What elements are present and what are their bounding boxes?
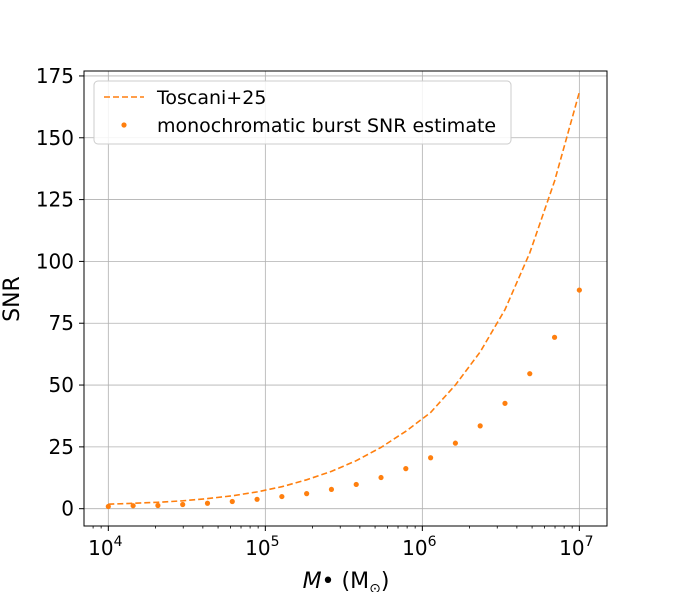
data-point [551, 334, 558, 340]
legend-box [93, 80, 512, 145]
x-tick-label: 106 [402, 534, 436, 560]
data-point [527, 371, 533, 377]
data-point [180, 501, 186, 508]
x-tick-label: 104 [88, 534, 122, 560]
y-tick-label: 125 [36, 188, 74, 212]
data-point [279, 493, 285, 500]
data-point [477, 423, 483, 429]
x-axis-label: M• (M⊙) [303, 569, 390, 592]
series-line-0 [108, 91, 581, 505]
data-point [254, 496, 260, 502]
data-point [502, 400, 508, 406]
legend-label-toscani: Toscani+25 [156, 87, 266, 109]
data-point [130, 503, 136, 509]
legend: Toscani+25 monochromatic burst SNR estim… [93, 80, 512, 145]
data-point [155, 502, 161, 509]
y-tick-label: 50 [49, 373, 74, 397]
data-point [328, 486, 335, 493]
data-point [105, 503, 111, 510]
y-tick-label: 150 [36, 126, 74, 150]
x-tick-label: 107 [559, 534, 593, 560]
legend-marker-sample [121, 122, 127, 128]
y-tick-label: 25 [49, 435, 74, 459]
plot-frame [83, 70, 608, 527]
y-tick-label: 0 [61, 497, 74, 521]
data-point [378, 474, 384, 481]
data-point [403, 466, 409, 472]
y-axis-label: SNR [0, 276, 25, 322]
axis-ticks: 0 25 50 75 100 125 150 175 104 105 106 107 [36, 64, 594, 560]
data-point [353, 481, 359, 488]
data-point [428, 455, 434, 461]
y-tick-label: 75 [49, 311, 74, 335]
plot-series [105, 91, 582, 510]
data-point [229, 498, 235, 505]
data-point [576, 287, 582, 293]
data-point [204, 500, 211, 506]
x-tick-label: 105 [245, 534, 279, 560]
y-tick-label: 100 [36, 249, 74, 273]
legend-label-burst: monochromatic burst SNR estimate [157, 115, 496, 137]
y-tick-label: 175 [36, 64, 74, 88]
data-point [304, 491, 310, 497]
data-point [452, 440, 458, 446]
